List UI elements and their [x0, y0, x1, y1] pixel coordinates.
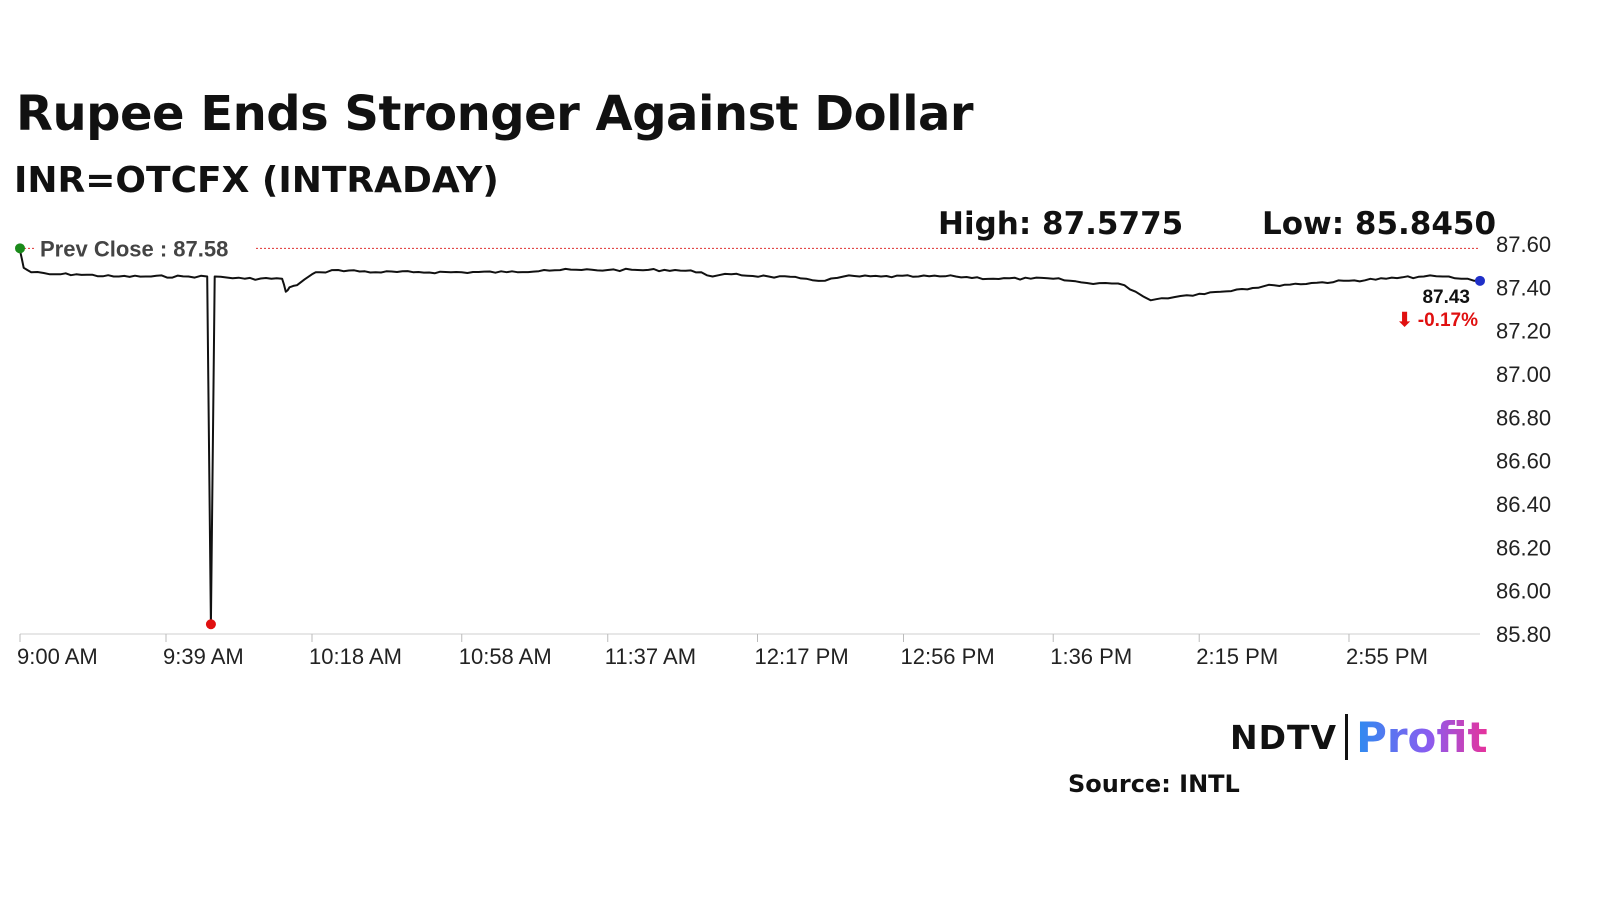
y-tick-label: 87.40 — [1496, 275, 1551, 300]
x-tick-label: 9:00 AM — [17, 644, 98, 669]
x-tick-label: 12:17 PM — [754, 644, 848, 669]
x-tick-label: 10:58 AM — [459, 644, 552, 669]
x-tick-label: 12:56 PM — [900, 644, 994, 669]
x-tick-label: 2:55 PM — [1346, 644, 1428, 669]
prev-close-reference: Prev Close : 87.58 — [20, 234, 1480, 263]
price-line-layer — [15, 243, 1485, 630]
last-point-marker — [1475, 275, 1485, 286]
x-tick-label: 9:39 AM — [163, 644, 244, 669]
source-note: Source: INTL — [1068, 770, 1240, 798]
y-tick-label: 87.00 — [1496, 362, 1551, 387]
y-tick-label: 86.60 — [1496, 449, 1551, 474]
chart-labels: 87.43⬇ -0.17% — [1397, 287, 1479, 331]
low-point-marker — [205, 619, 216, 630]
last-value-label: 87.43 — [1422, 287, 1470, 308]
y-tick-label: 86.00 — [1496, 579, 1551, 604]
logo-ndtv-text: NDTV — [1230, 717, 1338, 757]
y-tick-label: 87.60 — [1496, 232, 1551, 257]
y-tick-label: 86.80 — [1496, 405, 1551, 430]
low-label: Low: 85.8450 — [1262, 206, 1497, 242]
y-tick-label: 86.40 — [1496, 492, 1551, 517]
x-tick-label: 1:36 PM — [1050, 644, 1132, 669]
prev-close-label: Prev Close : 87.58 — [40, 236, 228, 261]
y-tick-label: 87.20 — [1496, 319, 1551, 344]
price-series-line — [19, 250, 1481, 626]
intraday-chart: 87.60 87.40 87.20 87.00 86.80 86.60 86.40 86.20… — [15, 232, 1551, 669]
prev-close-label-bg — [36, 234, 254, 263]
logo-divider — [1345, 714, 1349, 760]
y-tick-label: 86.20 — [1496, 535, 1551, 560]
ndtv-profit-logo: NDTV Profit — [1230, 712, 1488, 762]
logo-profit-text: Profit — [1356, 712, 1488, 762]
x-tick-label: 2:15 PM — [1196, 644, 1278, 669]
chart-title: Rupee Ends Stronger Against Dollar — [16, 86, 974, 142]
chart-subtitle: INR=OTCFX (INTRADAY) — [14, 160, 499, 201]
chart-axes: 87.60 87.40 87.20 87.00 86.80 86.60 86.40 86.20… — [17, 232, 1551, 669]
open-point-marker — [15, 243, 25, 254]
high-label: High: 87.5775 — [938, 206, 1184, 242]
change-percent-label: ⬇ -0.17% — [1397, 310, 1479, 331]
x-tick-label: 11:37 AM — [605, 644, 696, 669]
x-tick-label: 10:18 AM — [309, 644, 402, 669]
y-tick-label: 85.80 — [1496, 622, 1551, 647]
